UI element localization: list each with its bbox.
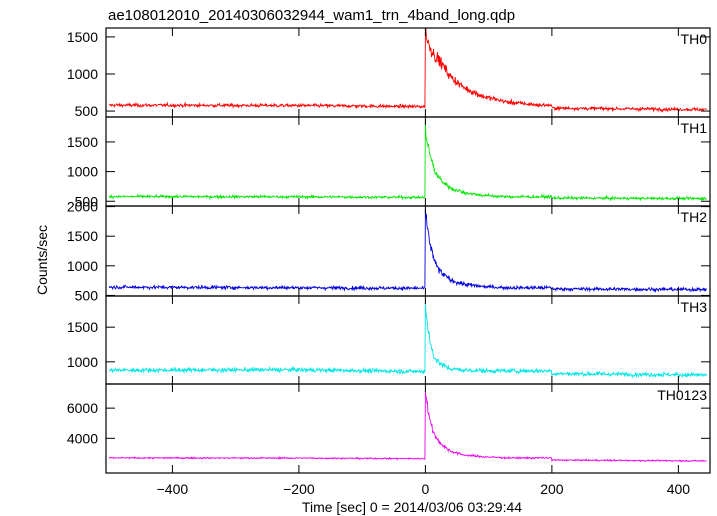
panels: 500 1000 1500 TH0 500 1000 1500 TH1 500 1000 1500 2… xyxy=(67,27,711,474)
panel-th3: 1000 1500 TH3 xyxy=(67,295,711,385)
y-tick-label: 500 xyxy=(75,287,99,303)
x-tick-label: −200 xyxy=(283,481,315,497)
x-tick-label: 0 xyxy=(421,481,429,497)
y-tick-label: 1000 xyxy=(67,164,98,180)
panel-label: TH2 xyxy=(681,209,708,225)
panel-label: TH3 xyxy=(681,299,708,315)
y-tick-label: 1500 xyxy=(67,29,98,45)
panel-th0123: 4000 6000 TH0123 xyxy=(67,383,711,474)
y-tick-label: 6000 xyxy=(67,400,98,416)
panel-label: TH0 xyxy=(681,31,708,47)
y-axis-label: Counts/sec xyxy=(34,225,50,295)
panel-th0: 500 1000 1500 TH0 xyxy=(67,27,711,119)
y-tick-label: 1000 xyxy=(67,258,98,274)
y-tick-label: 1500 xyxy=(67,319,98,335)
x-axis: −400 −200 0 200 400 xyxy=(157,481,691,497)
series-th3 xyxy=(109,301,708,379)
panel-frame xyxy=(105,116,711,207)
series-th0 xyxy=(108,28,708,113)
panel-th2: 500 1000 1500 2000 TH2 xyxy=(67,199,711,303)
y-tick-label: 500 xyxy=(75,103,99,119)
y-tick-label: 4000 xyxy=(67,430,98,446)
x-tick-label: 200 xyxy=(540,481,564,497)
x-tick-label: −400 xyxy=(157,481,189,497)
y-tick-label: 1500 xyxy=(67,134,98,150)
series-th0123 xyxy=(108,391,707,463)
y-tick-label: 2000 xyxy=(67,199,98,215)
y-tick-label: 1500 xyxy=(67,228,98,244)
panel-frame xyxy=(105,205,711,297)
panel-frame xyxy=(105,27,711,118)
panel-th1: 500 1000 1500 TH1 xyxy=(67,116,711,209)
series-th1 xyxy=(108,120,707,202)
x-axis-label: Time [sec] 0 = 2014/03/06 03:29:44 xyxy=(302,499,522,515)
y-tick-label: 500 xyxy=(75,193,99,209)
x-tick-label: 400 xyxy=(667,481,691,497)
y-tick-label: 1000 xyxy=(67,354,98,370)
series-th2 xyxy=(108,208,707,293)
chart-title: ae108012010_20140306032944_wam1_trn_4ban… xyxy=(108,7,515,24)
y-tick-label: 1000 xyxy=(67,66,98,82)
panel-label: TH0123 xyxy=(657,387,707,403)
panel-frame xyxy=(105,383,711,474)
panel-label: TH1 xyxy=(681,120,708,136)
